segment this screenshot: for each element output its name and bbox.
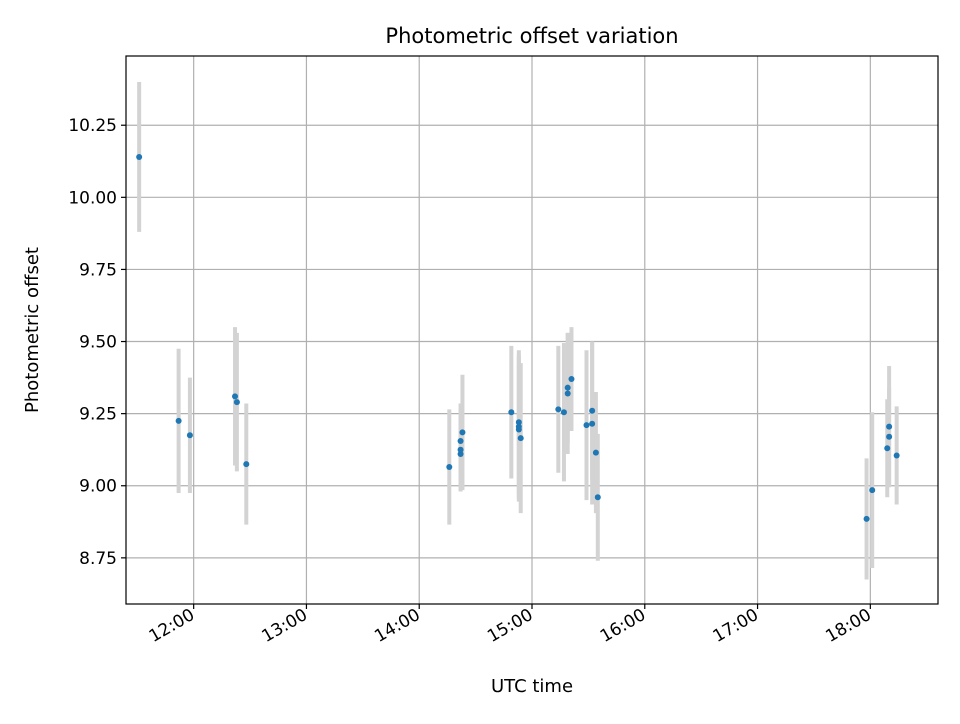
data-point xyxy=(515,419,522,426)
data-point xyxy=(583,422,590,429)
data-point xyxy=(457,438,464,445)
data-point xyxy=(232,393,239,400)
y-axis-ticks: 8.75 9.00 9.25 9.50 9.75 10.00 10.25 xyxy=(68,116,126,569)
data-point xyxy=(555,406,562,413)
data-point xyxy=(136,153,143,160)
data-point xyxy=(457,446,464,453)
y-tick-label: 9.50 xyxy=(79,333,117,353)
grid xyxy=(126,56,938,604)
y-tick-label: 10.25 xyxy=(68,116,117,136)
data-points xyxy=(136,153,900,522)
y-tick-label: 9.75 xyxy=(79,260,117,280)
y-tick-label: 9.00 xyxy=(79,477,117,497)
data-point xyxy=(517,435,524,442)
data-point xyxy=(589,407,596,414)
data-point xyxy=(893,452,900,459)
y-tick-label: 8.75 xyxy=(79,549,117,569)
data-point xyxy=(175,417,182,424)
data-point xyxy=(233,399,240,406)
x-axis-label: UTC time xyxy=(491,676,573,697)
data-point xyxy=(568,376,575,383)
data-point xyxy=(446,464,453,470)
data-point xyxy=(560,409,567,416)
data-point xyxy=(884,445,891,452)
data-point xyxy=(886,423,893,430)
y-tick-label: 10.00 xyxy=(68,188,117,208)
data-point xyxy=(863,515,870,522)
data-point xyxy=(459,429,466,436)
data-point xyxy=(508,409,515,416)
y-axis-label: Photometric offset xyxy=(22,247,43,413)
chart-title: Photometric offset variation xyxy=(385,24,678,48)
y-tick-label: 9.25 xyxy=(79,405,117,425)
data-point xyxy=(589,420,596,427)
data-point xyxy=(186,432,193,439)
data-point xyxy=(869,487,876,494)
data-point xyxy=(515,426,522,433)
data-point xyxy=(457,451,464,458)
data-point xyxy=(592,449,599,456)
data-point xyxy=(886,433,893,440)
data-point xyxy=(594,494,601,501)
data-point xyxy=(564,390,571,397)
data-point xyxy=(564,384,571,391)
data-point xyxy=(243,461,250,468)
